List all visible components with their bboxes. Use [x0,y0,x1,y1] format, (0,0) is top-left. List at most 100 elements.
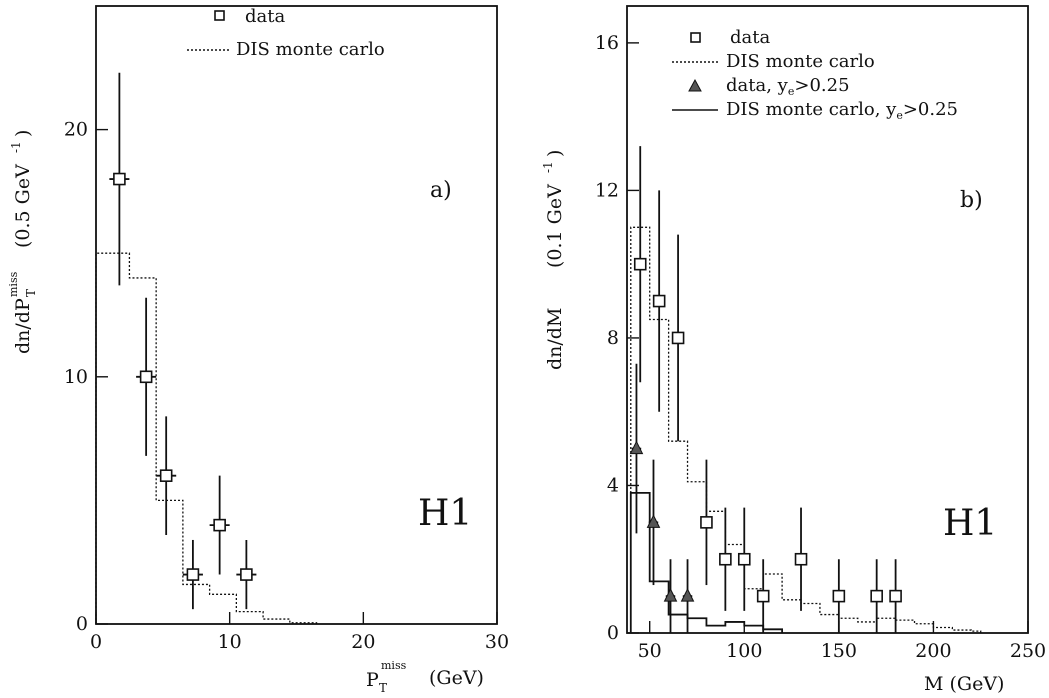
mc-step-line [630,226,982,633]
data-ye-point [629,363,644,534]
y-tick-label: 10 [64,366,88,388]
legend-data-label: data [245,6,285,27]
legend-b-data-marker [690,32,701,43]
legend-b-ye-data-label: data, ye>0.25 [726,75,850,98]
panel-a-xlabel-unit: (GeV) [429,667,484,689]
panel-b-y-ticks: 0 4 8 12 16 [595,32,639,644]
data-point [756,559,770,633]
data-point [889,559,902,633]
panel-b-x-ticks: 50 100 150 200 250 [638,621,1046,662]
panel-a-ylabel-main: dn/dP [12,298,34,354]
data-point [236,539,257,610]
panel-b-y-axis-label: dn/dM (0.1 GeV -1 ) [541,150,566,370]
panel-b-yunit: (0.1 GeV [544,184,566,268]
y-tick-label: 0 [76,613,88,635]
x-tick-label: 250 [1010,640,1046,662]
panel-b: 0 4 8 12 16 50 100 150 200 250 data DIS monte ca… [541,5,1046,695]
x-tick-label: 50 [638,640,662,662]
data-point [182,539,203,610]
panel-a-h1-label: H1 [418,493,472,534]
panel-a-data-points [109,72,257,610]
square-marker [737,552,751,566]
panel-b-legend: data DIS monte carlo data, ye>0.25 DIS m… [672,27,958,122]
panel-a-x-ticks: 0 10 20 30 [90,612,509,653]
x-tick-label: 100 [726,640,762,662]
panel-a: 0 10 20 0 10 20 30 data DIS monte carlo a) H1… [7,5,509,695]
square-marker [794,552,808,566]
data-ye-point [663,559,678,633]
data-point [737,507,751,611]
panel-b-mc-histogram [630,226,982,633]
x-tick-label: 10 [218,631,242,653]
panel-a-y-axis-label: dn/dP T miss (0.5 GeV -1 ) [7,130,38,354]
data-point [136,297,157,456]
y-tick-label: 0 [607,622,619,644]
data-point [870,559,883,633]
square-marker [870,589,883,603]
panel-a-legend: data DIS monte carlo [187,6,385,60]
triangle-marker [646,514,661,528]
square-marker [213,518,226,532]
data-point [209,475,230,575]
x-tick-label: 0 [90,631,102,653]
panel-a-y-ticks: 0 10 20 [64,119,108,635]
mc-step-line [95,252,318,624]
y-tick-label: 16 [595,32,619,54]
panel-b-ylabel: dn/dM [544,308,566,370]
data-point [700,459,713,586]
panel-a-x-axis-label: P T miss (GeV) [366,659,484,695]
square-marker [139,370,153,384]
panel-b-yunit-sup: -1 [541,161,555,173]
triangle-marker [680,587,695,602]
panel-a-yunit-sup: -1 [9,141,23,153]
y-tick-label: 8 [607,327,619,349]
legend-b-triangle-marker [688,78,702,92]
panel-a-yunit-close: ) [12,130,34,137]
square-marker [756,589,770,603]
data-point [794,507,808,611]
panel-b-xlabel: M (GeV) [924,673,1004,695]
y-tick-label: 20 [64,119,88,141]
panel-a-label: a) [430,178,452,203]
panel-b-h1-label: H1 [943,503,997,544]
square-marker [240,568,253,581]
square-marker [652,294,666,308]
x-tick-label: 20 [351,631,375,653]
square-marker [633,257,647,271]
square-marker [671,331,685,345]
legend-b-ye-mc-label: DIS monte carlo, ye>0.25 [726,99,958,122]
panel-a-ylabel-sub: T [24,289,38,297]
data-point [652,190,666,412]
data-point [109,72,130,286]
panel-a-xlabel-sup: miss [381,659,407,672]
panel-a-xlabel-main: P [366,669,379,691]
triangle-marker [629,440,644,455]
panel-b-frame [626,5,1029,634]
data-point [832,559,846,633]
data-point [671,234,685,442]
panel-a-mc-histogram [95,252,318,624]
panel-b-yunit-close: ) [544,150,566,157]
data-point [719,507,732,611]
square-marker [700,516,713,529]
square-marker [113,172,126,186]
legend-b-mc-label: DIS monte carlo [726,51,875,72]
square-marker [186,568,200,581]
legend-data-marker [214,10,225,21]
y-tick-label: 4 [607,474,619,496]
panel-a-xlabel-sub: T [379,681,387,695]
data-point [633,146,647,383]
panel-b-data-points [633,146,902,633]
x-tick-label: 150 [821,640,857,662]
panel-b-data-ye-points [629,363,695,633]
square-marker [719,552,732,566]
data-point [156,416,177,536]
square-marker [889,589,902,603]
panel-b-label: b) [960,188,983,213]
square-marker [159,469,173,482]
panel-a-ylabel-sup: miss [7,271,20,297]
panel-a-yunit: (0.5 GeV [12,164,34,248]
square-marker [832,589,846,603]
data-ye-point [646,459,661,586]
